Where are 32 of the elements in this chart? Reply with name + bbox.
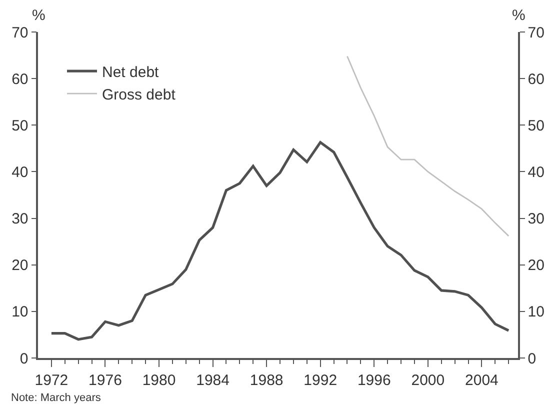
x-tick-label: 1976 — [88, 372, 122, 389]
y2-tick-label: 70 — [528, 24, 544, 42]
x-tick-label: 1996 — [357, 372, 391, 389]
y-tick-label: 30 — [12, 210, 28, 228]
y-tick-label: 0 — [20, 350, 28, 368]
y-tick-label: 40 — [12, 164, 28, 181]
text: Note: March years — [11, 392, 102, 404]
y2-tick-label: 30 — [528, 210, 544, 228]
x-tick-label: 1984 — [196, 372, 230, 389]
x-tick-label: 1980 — [142, 372, 176, 389]
y2-tick-label: 40 — [528, 164, 544, 181]
line-series — [50, 141, 510, 341]
y-tick-label: 50 — [12, 117, 28, 134]
y-tick-label: 70 — [12, 24, 28, 42]
x-tick-label: 2004 — [465, 372, 498, 389]
x-tick-label: 1972 — [34, 372, 68, 389]
y2-tick-label: 0 — [528, 350, 536, 368]
y2-axis-title: % — [512, 7, 526, 24]
y-tick-label: 10 — [12, 304, 28, 321]
y-axis-title: % — [32, 7, 46, 24]
x-tick-label: 1988 — [250, 372, 284, 389]
x-tick-label: 2000 — [411, 372, 445, 389]
y2-tick-label: 10 — [528, 304, 544, 321]
y-tick-label: 60 — [12, 70, 28, 88]
y2-tick-label: 50 — [528, 117, 544, 134]
legend-label: Net debt — [102, 64, 160, 81]
y2-tick-label: 20 — [528, 257, 544, 274]
line-series — [346, 56, 510, 237]
legend-label: Gross debt — [102, 86, 176, 104]
y-tick-label: 20 — [12, 257, 28, 274]
y2-tick-label: 60 — [528, 70, 544, 88]
x-tick-label: 1992 — [304, 372, 338, 389]
